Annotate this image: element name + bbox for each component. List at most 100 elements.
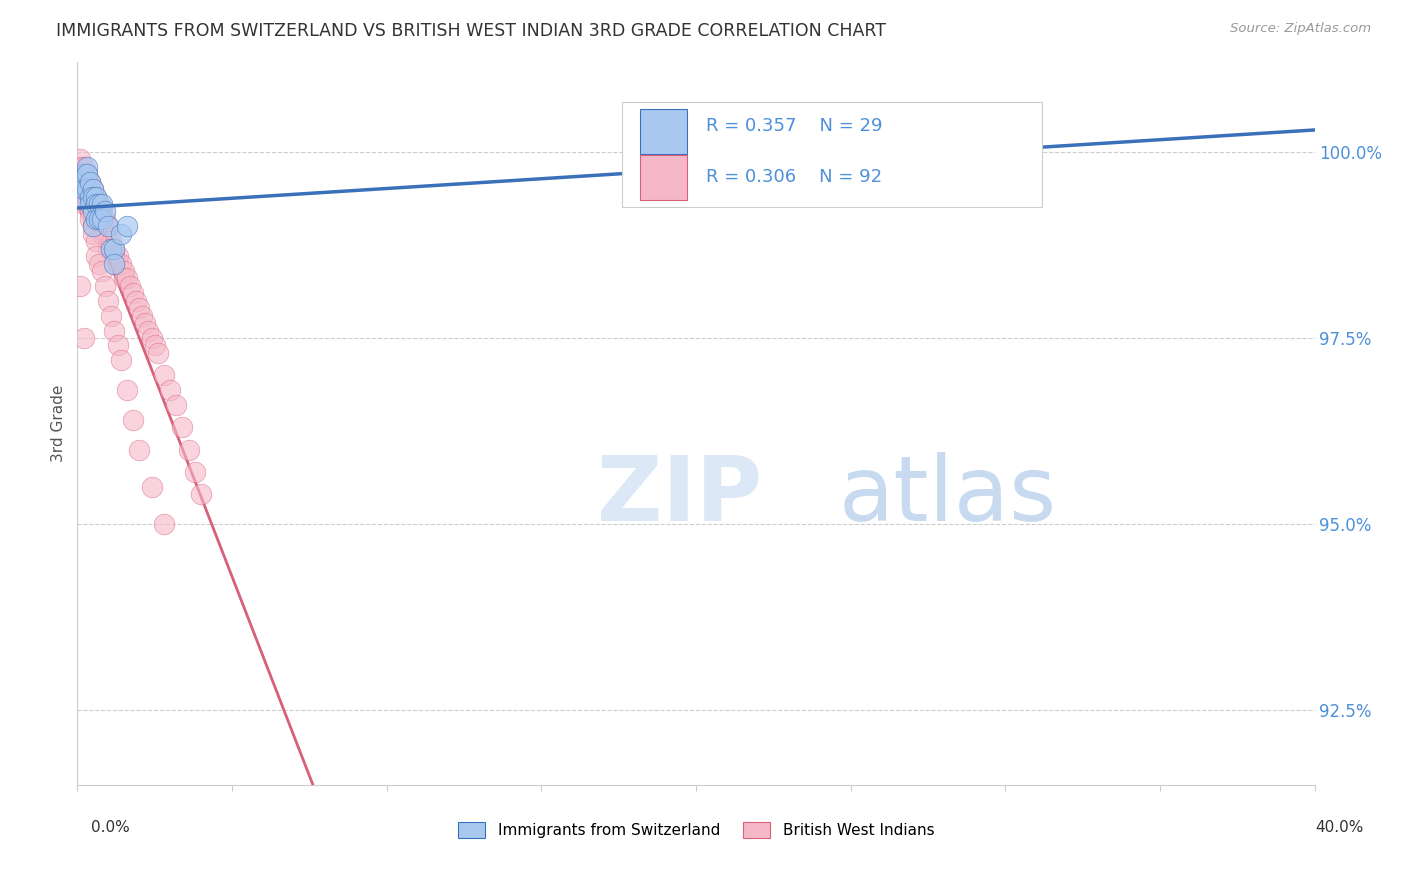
Point [110, 227, 132, 241]
Point [76, 197, 98, 211]
Point [84, 197, 107, 211]
Point [76, 197, 98, 211]
Point [107, 249, 129, 263]
Point [141, 480, 163, 494]
Point [103, 324, 125, 338]
Point [84, 249, 107, 263]
Point [72, 331, 94, 345]
Point [72, 167, 94, 181]
Point [115, 271, 138, 285]
Point [134, 316, 156, 330]
Point [112, 271, 135, 285]
Point [87, 219, 110, 234]
Point [72, 182, 94, 196]
Point [79, 204, 101, 219]
Bar [640, 155, 688, 200]
Point [91, 204, 114, 219]
Point [69, 167, 91, 181]
Point [76, 182, 98, 196]
Y-axis label: 3rd Grade: 3rd Grade [51, 385, 66, 462]
Point [69, 160, 91, 174]
Point [69, 182, 91, 196]
Point [84, 211, 107, 226]
Point [79, 197, 101, 211]
Point [84, 211, 107, 226]
Point [125, 293, 148, 308]
Point [87, 197, 110, 211]
Point [72, 189, 94, 203]
Point [79, 175, 101, 189]
Point [69, 279, 91, 293]
Point [76, 167, 98, 181]
Point [72, 189, 94, 203]
Point [82, 219, 104, 234]
Point [72, 167, 94, 181]
Point [82, 182, 104, 196]
Point [72, 175, 94, 189]
Point [84, 197, 107, 211]
Point [82, 227, 104, 241]
Text: R = 0.357    N = 29: R = 0.357 N = 29 [706, 117, 883, 135]
Point [82, 189, 104, 203]
Point [76, 167, 98, 181]
Point [72, 197, 94, 211]
Point [184, 465, 207, 479]
Point [141, 331, 163, 345]
Point [994, 145, 1017, 159]
Point [69, 175, 91, 189]
Point [87, 256, 110, 270]
Point [94, 211, 117, 226]
Text: atlas: atlas [838, 452, 1056, 540]
Point [69, 175, 91, 189]
Point [69, 175, 91, 189]
Point [84, 234, 107, 248]
Point [122, 413, 145, 427]
Point [107, 256, 129, 270]
Point [87, 211, 110, 226]
Point [91, 227, 114, 241]
Point [110, 256, 132, 270]
Point [100, 242, 122, 256]
Point [138, 324, 160, 338]
Point [82, 204, 104, 219]
Point [91, 264, 114, 278]
Point [97, 293, 120, 308]
Point [76, 189, 98, 203]
Text: R = 0.306    N = 92: R = 0.306 N = 92 [706, 168, 882, 186]
Point [82, 189, 104, 203]
Point [97, 242, 120, 256]
Point [72, 182, 94, 196]
Point [79, 211, 101, 226]
Point [103, 242, 125, 256]
Point [87, 197, 110, 211]
Point [72, 160, 94, 174]
Point [97, 234, 120, 248]
Point [131, 309, 153, 323]
Point [91, 197, 114, 211]
Point [79, 204, 101, 219]
Text: IMMIGRANTS FROM SWITZERLAND VS BRITISH WEST INDIAN 3RD GRADE CORRELATION CHART: IMMIGRANTS FROM SWITZERLAND VS BRITISH W… [56, 22, 886, 40]
Text: ZIP: ZIP [598, 452, 762, 540]
Point [76, 175, 98, 189]
Point [76, 182, 98, 196]
Legend: Immigrants from Switzerland, British West Indians: Immigrants from Switzerland, British Wes… [450, 814, 942, 846]
Point [97, 219, 120, 234]
Point [79, 189, 101, 203]
Point [128, 301, 150, 316]
Point [103, 249, 125, 263]
Point [128, 442, 150, 457]
Point [107, 338, 129, 352]
Text: 40.0%: 40.0% [1316, 821, 1364, 835]
Point [100, 309, 122, 323]
Point [122, 286, 145, 301]
Point [82, 211, 104, 226]
Point [69, 167, 91, 181]
Text: Source: ZipAtlas.com: Source: ZipAtlas.com [1230, 22, 1371, 36]
Point [143, 338, 166, 352]
Point [79, 175, 101, 189]
Bar [640, 110, 688, 154]
Point [72, 182, 94, 196]
Point [146, 346, 169, 360]
Point [79, 189, 101, 203]
Point [100, 242, 122, 256]
